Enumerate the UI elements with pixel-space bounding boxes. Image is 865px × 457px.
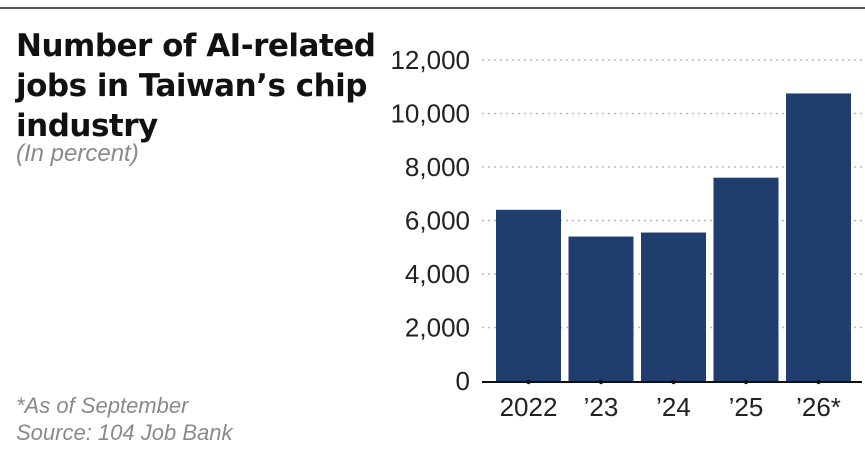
x-tick-mark [743, 379, 749, 385]
x-tick-label: ’23 [584, 392, 619, 422]
bar [496, 209, 561, 381]
chart-subtitle: (In percent) [16, 140, 139, 167]
y-tick-label: 6,000 [405, 206, 470, 236]
bar [786, 93, 851, 381]
x-tick-mark [526, 379, 531, 385]
x-tick-label: ’24 [656, 392, 691, 422]
bar [713, 177, 779, 381]
chart-title: Number of AI-related jobs in Taiwan’s ch… [16, 28, 376, 144]
bar [641, 232, 706, 381]
x-tick-label: 2022 [500, 392, 558, 422]
y-tick-label: 0 [456, 366, 470, 396]
y-tick-label: 10,000 [390, 99, 470, 129]
footnote: *As of September [16, 393, 189, 418]
x-tick-label: ’26* [796, 392, 841, 422]
y-tick-label: 4,000 [405, 259, 470, 289]
top-rule [0, 7, 865, 9]
bar [568, 236, 634, 381]
y-tick-label: 12,000 [390, 45, 470, 75]
x-tick-mark [598, 379, 604, 385]
x-tick-mark [816, 379, 821, 385]
source-note: Source: 104 Job Bank [16, 420, 233, 445]
x-tick-mark [671, 379, 676, 385]
y-tick-label: 2,000 [405, 313, 470, 343]
y-tick-label: 8,000 [405, 152, 470, 182]
x-tick-label: ’25 [729, 392, 764, 422]
